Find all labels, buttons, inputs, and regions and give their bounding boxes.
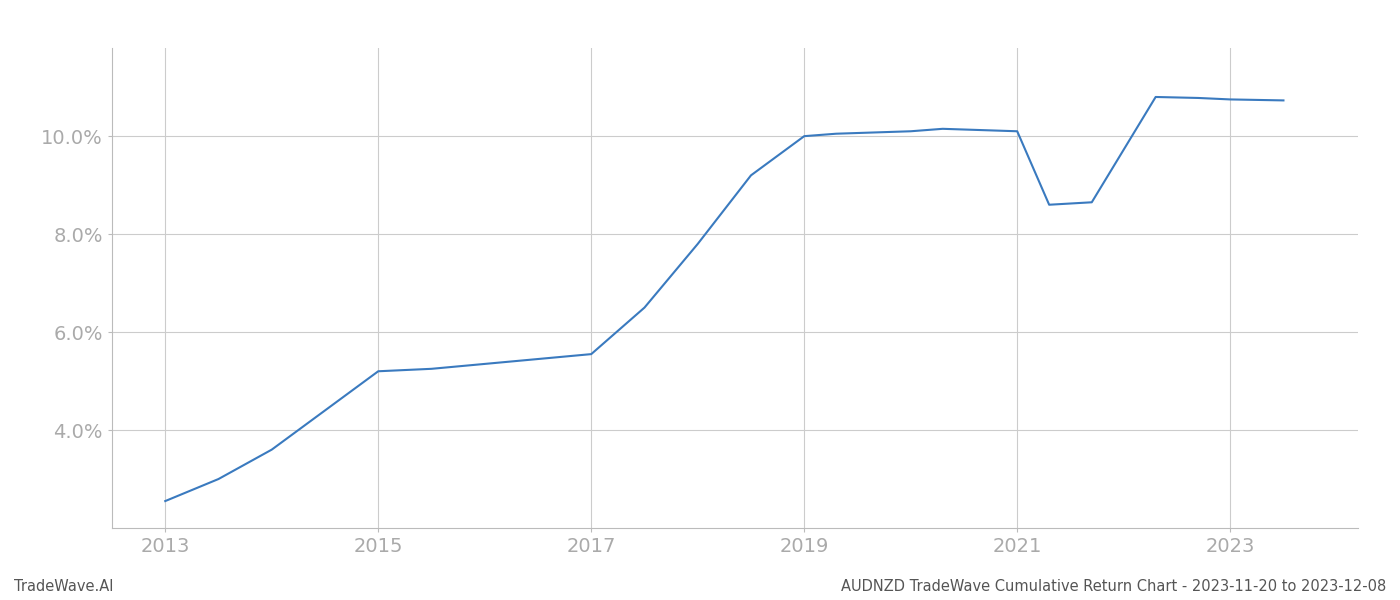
Text: TradeWave.AI: TradeWave.AI: [14, 579, 113, 594]
Text: AUDNZD TradeWave Cumulative Return Chart - 2023-11-20 to 2023-12-08: AUDNZD TradeWave Cumulative Return Chart…: [841, 579, 1386, 594]
